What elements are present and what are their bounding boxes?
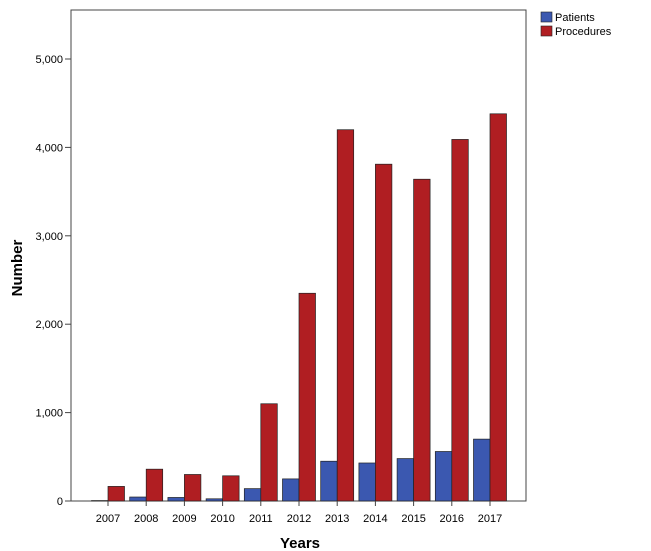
x-tick-label: 2010 [210,513,234,525]
bar-procedures-2014 [375,163,393,502]
bar-procedures-2012 [298,292,316,502]
plot-area [70,9,527,502]
x-axis: 2007 2008 2009 2010 2011 2012 2013 2014 2015 2016… [96,501,502,525]
y-tick-label: 4,000 [35,142,63,154]
x-tick-label: 2016 [440,513,464,525]
bar-patients-2017 [473,438,491,502]
x-tick-label: 2014 [363,513,387,525]
x-tick-label: 2011 [249,513,273,525]
bar-patients-2009 [167,497,185,502]
bar-procedures-2007 [107,486,125,502]
bar-patients-2010 [205,498,223,502]
bar-procedures-2008 [145,468,164,502]
legend-swatch-patients [540,11,553,23]
y-tick-label: 3,000 [35,231,63,243]
bar-procedures-2010 [222,475,240,502]
bars-layer [91,113,507,502]
x-tick-label: 2017 [478,513,502,525]
bar-procedures-2015 [413,178,431,502]
bar-patients-2015 [396,458,414,502]
bar-patients-2014 [358,462,376,502]
y-tick-label: 0 [57,496,63,508]
bar-procedures-2009 [184,474,202,502]
x-tick-label: 2015 [401,513,425,525]
bar-patients-2012 [282,478,300,502]
bar-procedures-2017 [489,113,507,502]
bar-procedures-2011 [260,403,278,502]
x-tick-label: 2007 [96,513,120,525]
legend-label-patients: Patients [555,12,595,24]
x-tick-label: 2009 [172,513,196,525]
y-tick-label: 5,000 [35,54,63,66]
y-axis: 0 1,000 2,000 3,000 4,000 5,000 [35,54,71,508]
bar-procedures-2013 [336,129,355,502]
y-tick-label: 2,000 [35,319,63,331]
legend: Patients Procedures [540,11,612,38]
x-tick-label: 2012 [287,513,311,525]
bar-procedures-2016 [451,139,469,502]
y-tick-label: 1,000 [35,408,63,420]
x-tick-label: 2008 [134,513,158,525]
bar-patients-2013 [320,460,338,502]
x-tick-label: 2013 [325,513,349,525]
bar-patients-2008 [129,496,147,502]
legend-swatch-procedures [540,25,553,37]
bar-patients-2016 [434,451,453,502]
legend-label-procedures: Procedures [555,26,612,38]
y-axis-title: Number [9,240,26,297]
bar-patients-2011 [243,488,262,502]
x-axis-title: Years [280,535,320,551]
